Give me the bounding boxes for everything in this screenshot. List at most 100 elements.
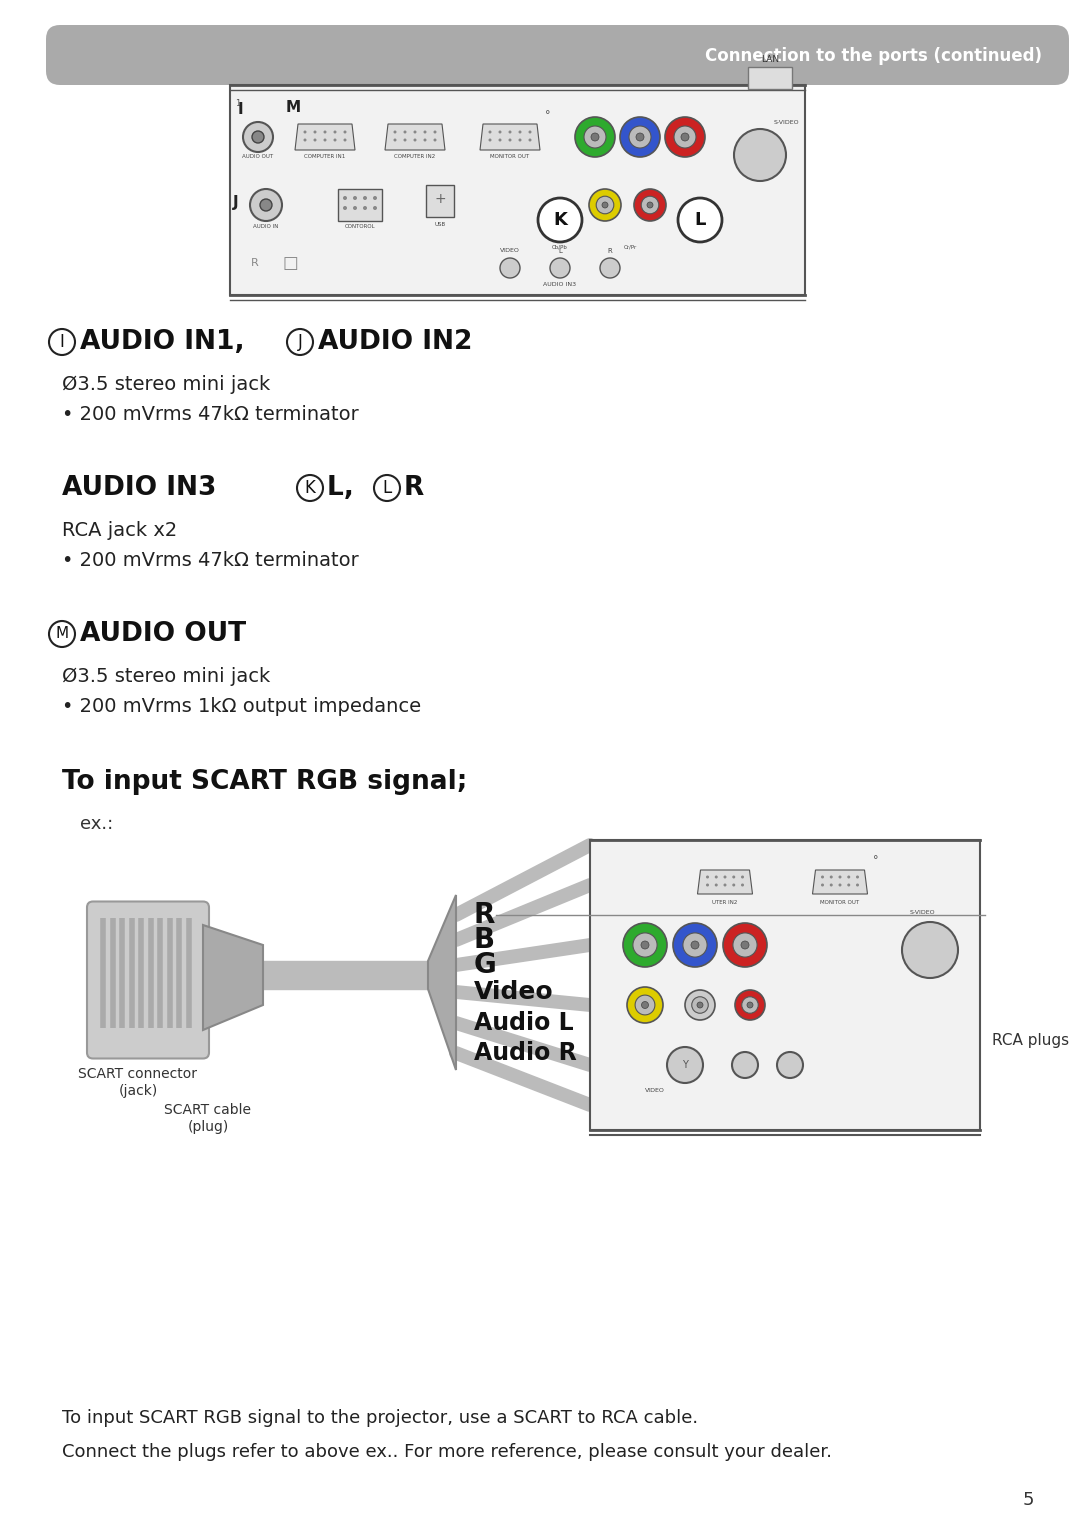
Text: M: M: [55, 627, 68, 641]
Circle shape: [49, 330, 75, 356]
Circle shape: [667, 1047, 703, 1083]
Circle shape: [584, 127, 606, 148]
Circle shape: [747, 1003, 753, 1009]
Circle shape: [838, 884, 841, 887]
Circle shape: [575, 118, 615, 157]
Circle shape: [243, 122, 273, 153]
Circle shape: [334, 131, 337, 133]
Circle shape: [500, 258, 519, 278]
Circle shape: [623, 923, 667, 967]
Text: R: R: [474, 900, 496, 929]
Polygon shape: [203, 925, 264, 1030]
Circle shape: [414, 131, 417, 133]
Circle shape: [732, 876, 735, 879]
Circle shape: [715, 876, 718, 879]
Text: To input SCART RGB signal to the projector, use a SCART to RCA cable.: To input SCART RGB signal to the project…: [62, 1408, 698, 1427]
Text: +: +: [434, 192, 446, 206]
Circle shape: [589, 189, 621, 221]
Text: 5: 5: [1023, 1491, 1034, 1509]
Text: G: G: [474, 951, 497, 980]
Circle shape: [528, 131, 531, 133]
Text: I: I: [238, 102, 243, 116]
Circle shape: [706, 876, 708, 879]
Text: RCA plugs: RCA plugs: [993, 1033, 1069, 1047]
Text: Connection to the ports (continued): Connection to the ports (continued): [705, 47, 1042, 66]
Circle shape: [591, 133, 599, 140]
Text: USB: USB: [434, 223, 446, 227]
Circle shape: [821, 884, 824, 887]
Circle shape: [404, 131, 406, 133]
Circle shape: [692, 996, 708, 1013]
Text: To input SCART RGB signal;: To input SCART RGB signal;: [62, 769, 468, 795]
Circle shape: [324, 131, 326, 133]
Circle shape: [642, 942, 649, 949]
Text: SCART connector: SCART connector: [79, 1068, 198, 1082]
Circle shape: [363, 195, 367, 200]
Text: R: R: [608, 249, 612, 253]
Circle shape: [343, 195, 347, 200]
Text: AUDIO IN3: AUDIO IN3: [62, 475, 226, 501]
Text: °: °: [874, 855, 879, 865]
Circle shape: [691, 942, 699, 949]
Circle shape: [509, 131, 512, 133]
Circle shape: [685, 990, 715, 1019]
Text: • 200 mVrms 1kΩ output impedance: • 200 mVrms 1kΩ output impedance: [62, 696, 421, 716]
Bar: [748, 67, 792, 89]
Circle shape: [423, 139, 427, 142]
Circle shape: [647, 201, 653, 208]
Circle shape: [334, 139, 337, 142]
Text: K: K: [553, 211, 567, 229]
Circle shape: [433, 131, 436, 133]
Circle shape: [374, 475, 400, 501]
Circle shape: [393, 139, 396, 142]
Circle shape: [343, 131, 347, 133]
Text: AUDIO IN3: AUDIO IN3: [543, 282, 577, 287]
Polygon shape: [384, 124, 445, 150]
Bar: [338, 189, 382, 221]
Text: (plug): (plug): [187, 1120, 229, 1134]
Circle shape: [723, 923, 767, 967]
Text: L: L: [694, 211, 705, 229]
Circle shape: [642, 1001, 648, 1009]
Text: Audio L: Audio L: [474, 1012, 573, 1035]
Text: • 200 mVrms 47kΩ terminator: • 200 mVrms 47kΩ terminator: [62, 404, 359, 424]
Circle shape: [313, 131, 316, 133]
Text: UTER IN2: UTER IN2: [713, 899, 738, 905]
Text: VIDEO: VIDEO: [645, 1088, 665, 1093]
Circle shape: [741, 884, 744, 887]
Text: COMPUTER IN2: COMPUTER IN2: [394, 154, 435, 160]
Circle shape: [627, 987, 663, 1022]
Circle shape: [741, 942, 750, 949]
Text: MONITOR OUT: MONITOR OUT: [490, 154, 529, 160]
Text: MONITOR OUT: MONITOR OUT: [821, 899, 860, 905]
Circle shape: [847, 884, 850, 887]
Circle shape: [287, 330, 313, 356]
Circle shape: [602, 201, 608, 208]
Circle shape: [249, 189, 282, 221]
Text: Audio R: Audio R: [474, 1041, 577, 1065]
Text: R: R: [404, 475, 424, 501]
Text: Ø3.5 stereo mini jack: Ø3.5 stereo mini jack: [62, 374, 270, 394]
Circle shape: [596, 197, 613, 214]
Polygon shape: [812, 870, 867, 894]
Circle shape: [343, 139, 347, 142]
Circle shape: [636, 133, 644, 140]
Circle shape: [600, 258, 620, 278]
Circle shape: [488, 131, 491, 133]
Circle shape: [303, 131, 307, 133]
Text: • 200 mVrms 47kΩ terminator: • 200 mVrms 47kΩ terminator: [62, 551, 359, 569]
Text: SCART cable: SCART cable: [164, 1102, 252, 1117]
Text: L: L: [382, 479, 392, 497]
Circle shape: [423, 131, 427, 133]
Bar: [590, 839, 980, 1129]
Text: AUDIO OUT: AUDIO OUT: [80, 621, 246, 647]
Text: VIDEO: VIDEO: [500, 249, 519, 253]
Circle shape: [313, 139, 316, 142]
Polygon shape: [428, 896, 456, 1070]
Circle shape: [252, 131, 264, 143]
Circle shape: [363, 206, 367, 211]
Text: J: J: [233, 195, 239, 211]
FancyBboxPatch shape: [46, 24, 1069, 85]
Circle shape: [829, 876, 833, 879]
Circle shape: [642, 197, 659, 214]
